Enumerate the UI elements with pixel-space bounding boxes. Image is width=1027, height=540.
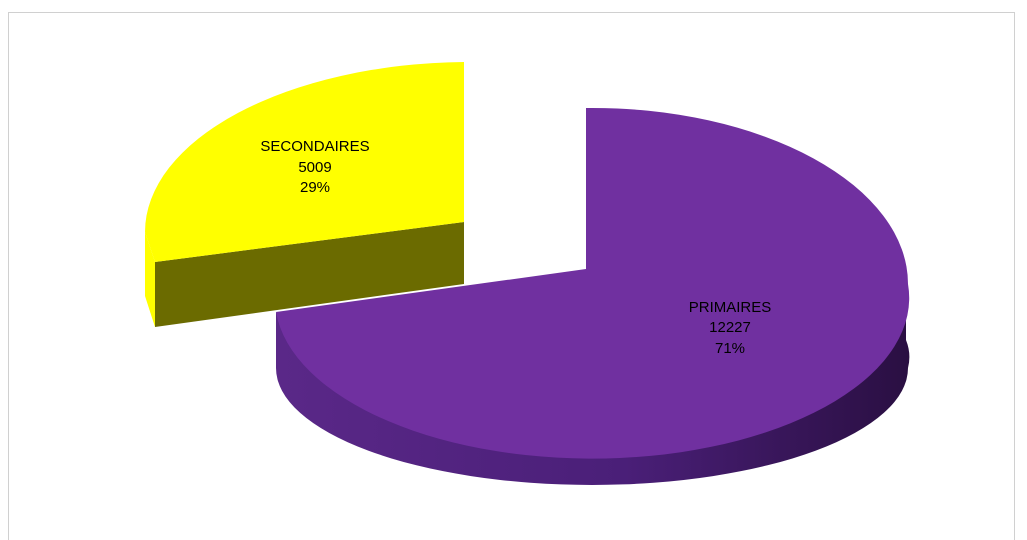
label-secondaires: SECONDAIRES 5009 29% bbox=[260, 138, 369, 196]
slice-secondaires-cut-wall bbox=[155, 222, 464, 327]
slice-secondaires-side bbox=[145, 232, 155, 327]
slice-secondaires-top bbox=[145, 62, 464, 262]
chart-frame bbox=[8, 12, 1015, 540]
slice-secondaires[interactable] bbox=[145, 62, 464, 327]
slice-primaires[interactable] bbox=[276, 107, 910, 485]
label-secondaires-value: 5009 bbox=[298, 159, 331, 176]
slice-primaires-top bbox=[276, 107, 910, 459]
label-primaires-percent: 71% bbox=[715, 340, 745, 357]
label-secondaires-name: SECONDAIRES bbox=[260, 138, 369, 155]
label-primaires-name: PRIMAIRES bbox=[689, 299, 772, 316]
label-primaires-value: 12227 bbox=[709, 319, 751, 336]
label-primaires: PRIMAIRES 12227 71% bbox=[689, 299, 772, 357]
label-secondaires-percent: 29% bbox=[300, 179, 330, 196]
